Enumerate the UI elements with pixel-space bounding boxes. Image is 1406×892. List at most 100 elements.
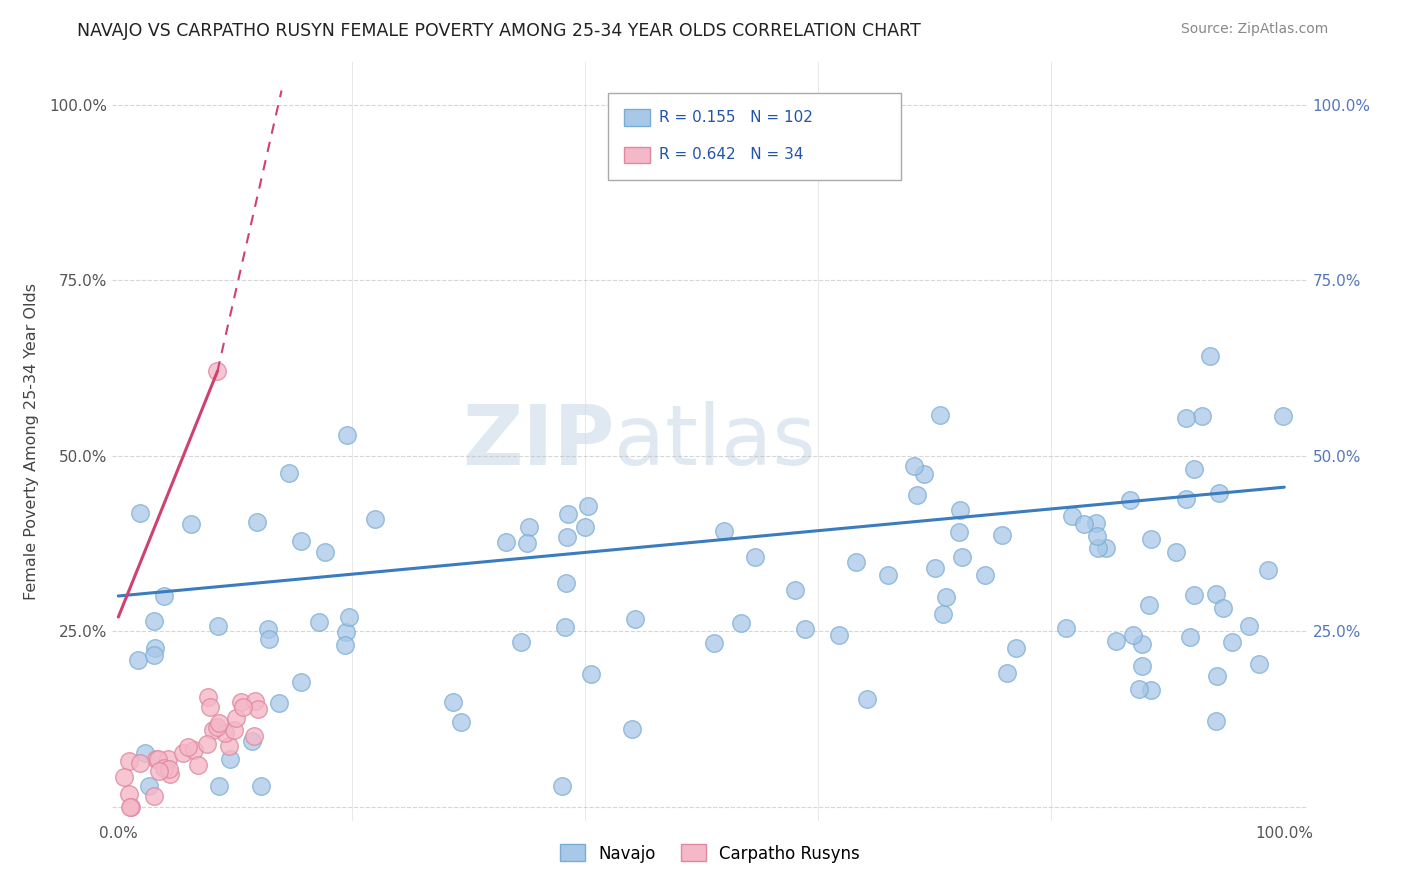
Point	[509, 635, 531, 649]
Legend: Navajo, Carpatho Rusyns: Navajo, Carpatho Rusyns	[554, 838, 866, 869]
Point	[363, 512, 385, 526]
Point	[935, 590, 957, 604]
Point	[1166, 545, 1188, 559]
Point	[1137, 599, 1160, 613]
Point	[903, 459, 925, 474]
Point	[142, 648, 165, 662]
Point	[290, 675, 312, 690]
Point	[924, 561, 946, 575]
Point	[277, 466, 299, 480]
Point	[127, 653, 149, 667]
Point	[1140, 532, 1163, 546]
Point	[214, 725, 236, 739]
Point	[744, 550, 766, 565]
Point	[197, 690, 219, 705]
Point	[153, 589, 176, 603]
Point	[1220, 634, 1243, 648]
Point	[143, 641, 166, 656]
Point	[1178, 630, 1201, 644]
Point	[218, 752, 240, 766]
Point	[148, 764, 170, 778]
Point	[129, 506, 152, 520]
Point	[335, 624, 357, 639]
Point	[232, 699, 254, 714]
Point	[450, 715, 472, 730]
Y-axis label: Female Poverty Among 25-34 Year Olds: Female Poverty Among 25-34 Year Olds	[24, 283, 38, 600]
Point	[516, 536, 538, 550]
Point	[845, 555, 868, 569]
Point	[159, 767, 181, 781]
Point	[120, 799, 142, 814]
Point	[621, 722, 644, 736]
Point	[225, 711, 247, 725]
Point	[574, 519, 596, 533]
Point	[183, 743, 205, 757]
Point	[152, 761, 174, 775]
Point	[118, 754, 141, 768]
Point	[1247, 657, 1270, 671]
Point	[142, 789, 165, 803]
Point	[222, 723, 245, 737]
Point	[143, 614, 166, 628]
Bar	[609, 93, 901, 180]
Point	[231, 695, 253, 709]
Point	[243, 694, 266, 708]
Text: R = 0.642   N = 34: R = 0.642 N = 34	[658, 147, 803, 162]
Point	[1054, 621, 1077, 635]
Point	[703, 636, 725, 650]
Point	[128, 756, 150, 770]
Point	[1208, 486, 1230, 500]
Point	[187, 758, 209, 772]
Point	[1073, 517, 1095, 532]
Point	[1140, 682, 1163, 697]
Point	[157, 762, 180, 776]
Point	[995, 665, 1018, 680]
Point	[905, 487, 928, 501]
Point	[555, 530, 578, 544]
Point	[1257, 563, 1279, 577]
Bar	[624, 146, 650, 163]
Text: Source: ZipAtlas.com: Source: ZipAtlas.com	[1181, 22, 1329, 37]
Point	[1087, 541, 1109, 555]
Point	[146, 752, 169, 766]
Point	[557, 507, 579, 521]
Point	[783, 582, 806, 597]
Point	[1212, 601, 1234, 615]
Point	[1184, 588, 1206, 602]
Point	[828, 628, 851, 642]
Point	[250, 779, 273, 793]
Point	[172, 746, 194, 760]
Point	[202, 723, 225, 738]
Point	[929, 409, 952, 423]
Point	[120, 799, 142, 814]
Point	[1085, 516, 1108, 531]
Point	[242, 730, 264, 744]
Point	[1122, 628, 1144, 642]
Point	[1128, 681, 1150, 696]
Point	[290, 533, 312, 548]
Point	[730, 616, 752, 631]
Point	[195, 737, 218, 751]
Point	[337, 610, 360, 624]
Point	[1062, 508, 1084, 523]
Point	[991, 528, 1014, 542]
Point	[554, 620, 576, 634]
Point	[1005, 640, 1028, 655]
Point	[554, 576, 576, 591]
Point	[912, 467, 935, 482]
Point	[246, 702, 269, 716]
Point	[950, 549, 973, 564]
Point	[1130, 637, 1153, 651]
Point	[259, 632, 281, 647]
Point	[138, 779, 160, 793]
Point	[208, 779, 231, 793]
Point	[949, 503, 972, 517]
Point	[145, 752, 167, 766]
Point	[877, 568, 900, 582]
Point	[1199, 349, 1222, 363]
Text: NAVAJO VS CARPATHO RUSYN FEMALE POVERTY AMONG 25-34 YEAR OLDS CORRELATION CHART: NAVAJO VS CARPATHO RUSYN FEMALE POVERTY …	[77, 22, 921, 40]
Point	[1130, 658, 1153, 673]
Point	[1205, 714, 1227, 729]
Point	[713, 524, 735, 538]
Point	[948, 524, 970, 539]
